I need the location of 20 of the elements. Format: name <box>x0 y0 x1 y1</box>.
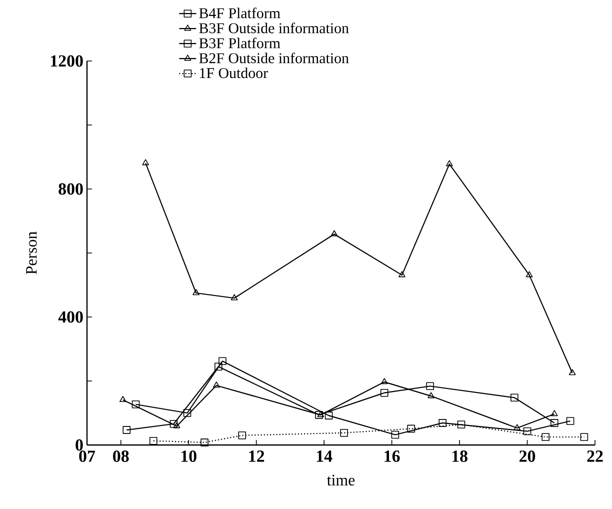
legend-label: B3F Platform <box>199 38 280 48</box>
x-tick-label: 12 <box>249 450 264 462</box>
x-tick-label: 07 <box>79 450 96 462</box>
x-tick-label: 08 <box>113 450 129 462</box>
legend-label: B2F Outside information <box>199 52 349 64</box>
legend-label: 1F Outdoor <box>200 68 268 78</box>
x-tick-label: 18 <box>452 450 468 462</box>
x-tick-label: 22 <box>587 450 603 462</box>
y-tick-label: 1200 <box>50 55 83 67</box>
x-tick-label: 16 <box>384 450 400 462</box>
x-axis-title: time <box>326 474 355 486</box>
y-tick-label: 800 <box>58 183 83 195</box>
x-tick-label: 20 <box>520 450 536 462</box>
legend-label: B3F Outside information <box>199 22 349 34</box>
x-tick-label: 10 <box>181 450 196 462</box>
x-tick-label: 14 <box>316 450 332 462</box>
y-axis-title: Person <box>26 232 37 274</box>
y-tick-label: 0 <box>76 439 83 451</box>
y-tick-label: 400 <box>58 311 83 323</box>
legend-label: B4F Platform <box>199 8 280 18</box>
